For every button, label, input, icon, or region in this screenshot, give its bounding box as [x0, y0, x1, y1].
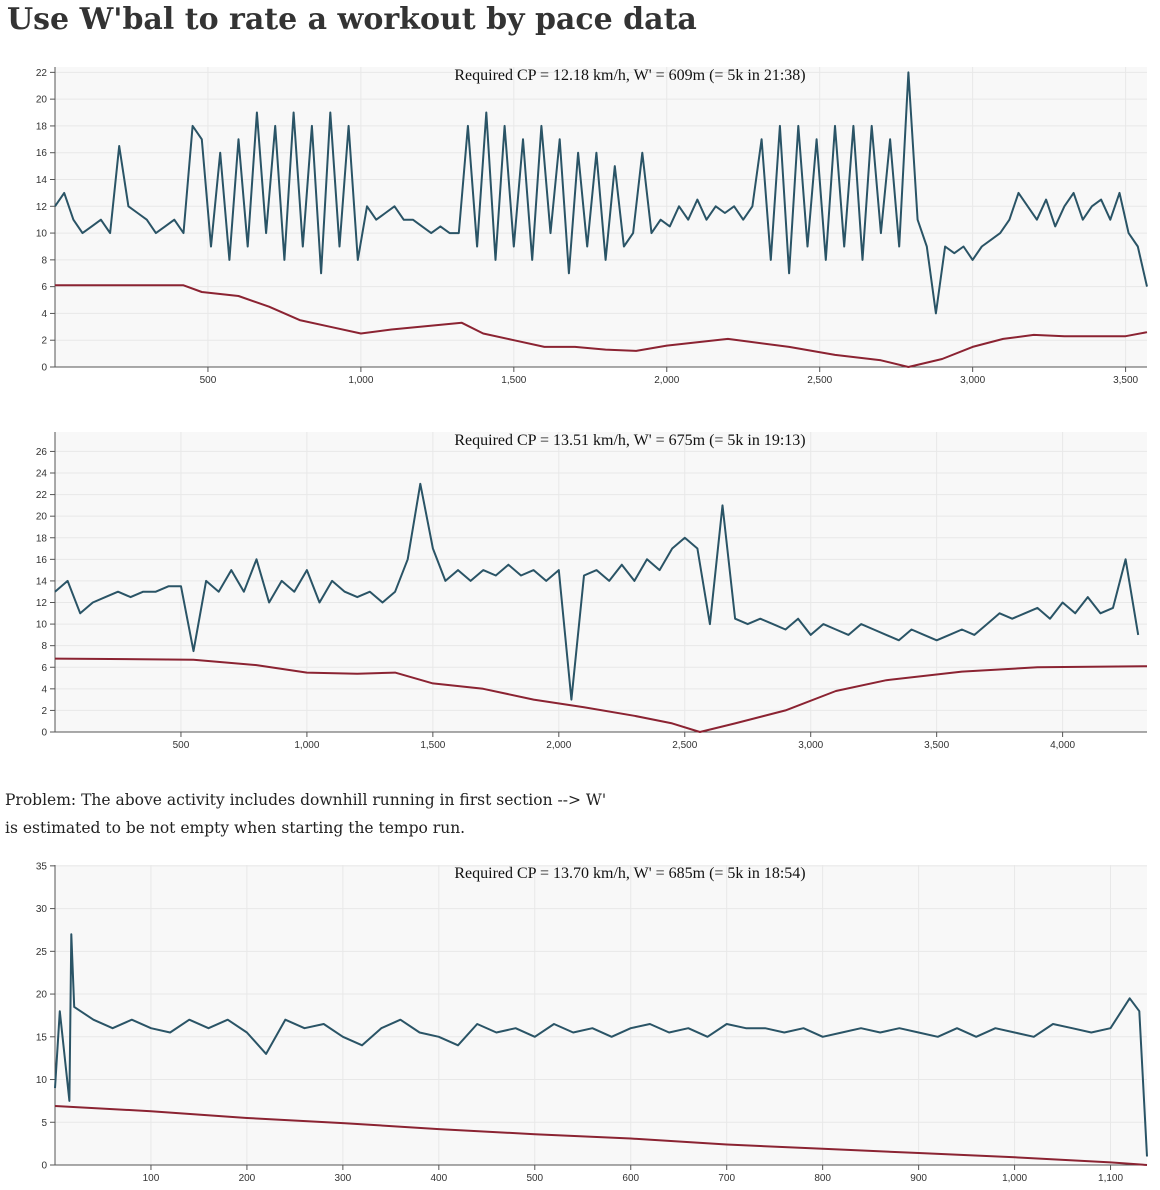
y-tick-label: 18 [36, 533, 48, 544]
x-tick-label: 200 [239, 1173, 256, 1184]
y-tick-label: 0 [41, 1161, 47, 1172]
y-tick-label: 8 [41, 641, 47, 652]
y-tick-label: 2 [41, 336, 47, 347]
x-tick-label: 2,500 [672, 740, 697, 751]
y-tick-label: 10 [36, 1075, 48, 1086]
series-line [54, 1105, 1148, 1166]
x-tick-label: 4,000 [1050, 740, 1075, 751]
y-tick-label: 12 [36, 598, 48, 609]
x-tick-label: 1,000 [348, 375, 373, 386]
y-tick-label: 16 [36, 148, 48, 159]
x-tick-label: 300 [335, 1173, 352, 1184]
chart: 0 5 10 15 20 25 30 35 100 200 300 400 500 600 700 800 90… [36, 861, 1148, 1184]
y-tick-label: 5 [41, 1118, 47, 1129]
y-tick-label: 10 [36, 229, 48, 240]
y-tick-label: 20 [36, 95, 48, 106]
y-tick-label: 20 [36, 512, 48, 523]
plot-area [55, 432, 1147, 732]
x-tick-label: 500 [173, 740, 190, 751]
x-tick-label: 800 [814, 1173, 831, 1184]
y-tick-label: 0 [41, 728, 47, 739]
y-tick-label: 20 [36, 990, 48, 1001]
x-tick-label: 700 [718, 1173, 735, 1184]
y-tick-label: 15 [36, 1032, 48, 1043]
x-tick-label: 400 [430, 1173, 447, 1184]
y-tick-label: 8 [41, 255, 47, 266]
x-tick-label: 1,500 [420, 740, 445, 751]
note: Problem: The above activity includes dow… [5, 791, 607, 837]
y-tick-label: 25 [36, 947, 48, 958]
series-line [54, 482, 1140, 701]
plot-area [55, 865, 1147, 1165]
y-tick-label: 26 [36, 447, 48, 458]
series-line [54, 657, 1148, 733]
page-title: Use W'bal to rate a workout by pace data [7, 2, 697, 37]
y-tick-label: 35 [36, 861, 48, 872]
chart-title: Required CP = 13.51 km/h, W' = 675m (= 5… [454, 432, 805, 449]
x-tick-label: 2,000 [546, 740, 571, 751]
y-tick-label: 24 [36, 469, 48, 480]
chart-title: Required CP = 13.70 km/h, W' = 685m (= 5… [454, 865, 805, 882]
x-tick-label: 3,500 [924, 740, 949, 751]
x-tick-label: 1,000 [294, 740, 319, 751]
x-tick-label: 500 [200, 375, 217, 386]
y-tick-label: 14 [36, 576, 48, 587]
x-tick-label: 1,500 [501, 375, 526, 386]
y-tick-label: 6 [41, 663, 47, 674]
x-tick-label: 600 [622, 1173, 639, 1184]
y-tick-label: 22 [36, 68, 48, 79]
x-tick-label: 2,500 [807, 375, 832, 386]
y-tick-label: 18 [36, 121, 48, 132]
x-tick-label: 3,500 [1113, 375, 1138, 386]
y-tick-label: 10 [36, 620, 48, 631]
chart: 0 2 4 6 8 10 12 14 16 18 20 22 500 1,000 1,500 2,000 2,5… [36, 67, 1148, 386]
y-tick-label: 2 [41, 706, 47, 717]
y-tick-label: 4 [41, 309, 47, 320]
x-tick-label: 900 [910, 1173, 927, 1184]
y-tick-label: 22 [36, 490, 48, 501]
y-tick-label: 6 [41, 282, 47, 293]
x-tick-label: 2,000 [654, 375, 679, 386]
series-line [54, 71, 1148, 315]
y-tick-label: 14 [36, 175, 48, 186]
y-tick-label: 30 [36, 904, 48, 915]
x-tick-label: 3,000 [960, 375, 985, 386]
x-tick-label: 500 [526, 1173, 543, 1184]
x-tick-label: 1,100 [1098, 1173, 1123, 1184]
y-tick-label: 4 [41, 684, 47, 695]
series-line [55, 284, 1148, 368]
x-tick-label: 3,000 [798, 740, 823, 751]
y-tick-label: 16 [36, 555, 48, 566]
series-line [54, 933, 1148, 1157]
chart-title: Required CP = 12.18 km/h, W' = 609m (= 5… [454, 67, 805, 84]
x-tick-label: 100 [143, 1173, 160, 1184]
y-tick-label: 0 [41, 363, 47, 374]
y-tick-label: 12 [36, 202, 48, 213]
x-tick-label: 1,000 [1002, 1173, 1027, 1184]
